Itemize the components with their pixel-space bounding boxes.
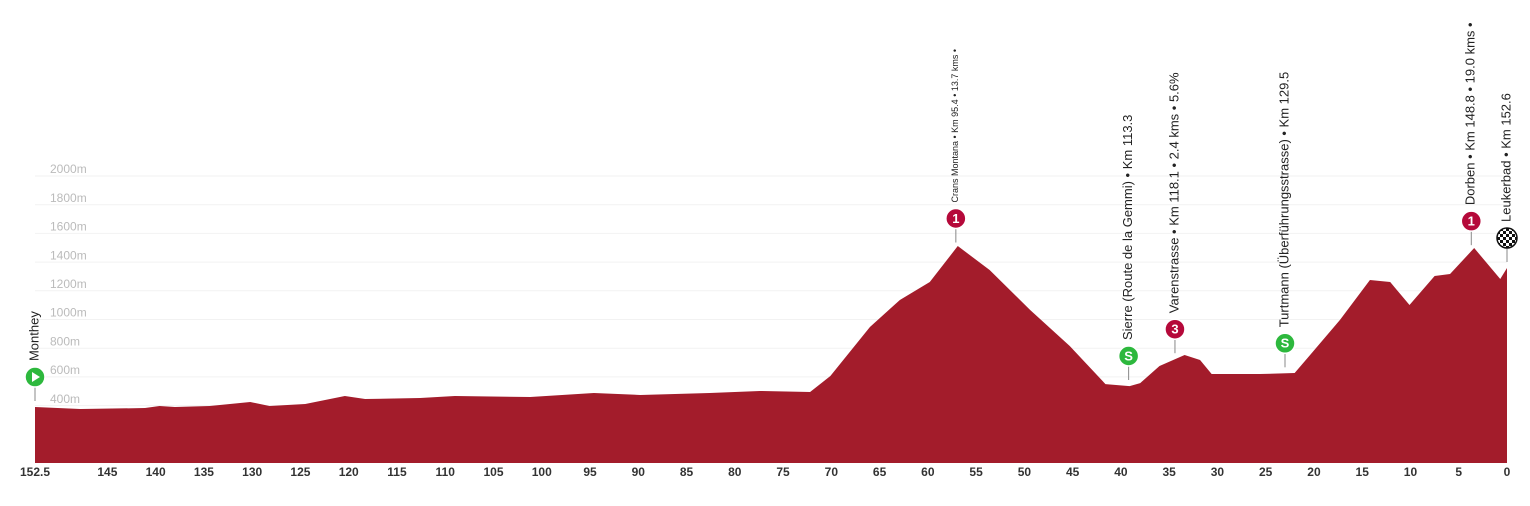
marker-icon-text: S [1281,336,1290,351]
climb-icon [1164,318,1186,340]
sprint-icon [1117,345,1140,367]
route-marker: S Turtmann (Überführungsstrasse) • Km 129… [1274,72,1296,368]
route-marker: 3 Varenstrasse • Km 118.1 • 2.4 kms • 5.6… [1164,72,1186,354]
y-tick-label: 2000m [50,162,87,176]
y-tick-label: 800m [50,334,80,348]
x-tick-label: 105 [483,465,503,479]
climb-icon [1460,210,1483,232]
marker-icon-text: 3 [1171,322,1178,337]
route-marker: 1 Dorben • Km 148.8 • 19.0 kms • [1460,22,1483,246]
x-tick-label: 50 [1018,465,1032,479]
x-tick-label: 130 [242,465,262,479]
sprint-icon [1274,332,1296,355]
marker-label: Sierre (Route de la Gemmi) • Km 113.3 [1120,115,1135,340]
x-tick-label: 85 [680,465,694,479]
start-arrow [32,372,40,383]
x-tick-label: 15 [1356,465,1370,479]
y-tick-label: 1200m [50,277,87,291]
x-tick-label: 60 [921,465,935,479]
x-tick-label: 115 [387,465,407,479]
x-tick-label: 100 [532,465,552,479]
x-tick-label: 90 [632,465,646,479]
route-marker: Monthey [24,311,46,402]
x-tick-label: 40 [1114,465,1128,479]
climb-icon [945,207,967,230]
x-tick-label: 10 [1404,465,1418,479]
x-tick-label: 145 [97,465,117,479]
marker-label: Monthey [26,311,41,361]
marker-icon-text: 1 [1468,214,1475,229]
marker-label: Crans Montana • Km 95.4 • 13.7 kms • [950,49,960,203]
marker-label: Dorben • Km 148.8 • 19.0 kms • [1463,22,1478,205]
x-tick-label: 30 [1211,465,1225,479]
y-tick-label: 1800m [50,191,87,205]
x-tick-label: 80 [728,465,742,479]
x-tick-label: 95 [583,465,597,479]
x-tick-label: 35 [1162,465,1176,479]
route-marker: Leukerbad • Km 152.6 [1496,93,1518,262]
x-tick-label: 55 [969,465,983,479]
x-tick-label: 110 [436,465,456,479]
x-tick-label: 25 [1259,465,1273,479]
x-tick-label: 0 [1504,465,1511,479]
x-tick-label: 75 [776,465,790,479]
y-tick-label: 600m [50,363,80,377]
marker-label: Varenstrasse • Km 118.1 • 2.4 kms • 5.6% [1166,72,1181,313]
marker-icon-text: S [1124,348,1133,363]
x-tick-label: 135 [194,465,214,479]
marker-label: Leukerbad • Km 152.6 [1498,93,1513,222]
x-tick-label: 125 [290,465,310,479]
x-tick-label: 70 [825,465,839,479]
x-tick-label: 45 [1066,465,1080,479]
x-tick-label: 65 [873,465,887,479]
x-tick-label: 120 [339,465,359,479]
y-tick-label: 1600m [50,220,87,234]
marker-label: Turtmann (Überführungsstrasse) • Km 129.… [1276,72,1291,328]
marker-icon-text: 1 [952,211,959,226]
elevation-area [35,246,1507,463]
finish-icon [1496,227,1518,249]
y-tick-label: 400m [50,392,80,406]
x-tick-label: 140 [146,465,166,479]
route-marker: 1 Crans Montana • Km 95.4 • 13.7 kms • [945,49,967,243]
y-tick-label: 1400m [50,248,87,262]
route-marker: S Sierre (Route de la Gemmi) • Km 113.3 [1117,115,1140,381]
y-tick-label: 1000m [50,306,87,320]
x-tick-label: 5 [1455,465,1462,479]
x-tick-label: 20 [1307,465,1321,479]
x-tick-label: 152.5 [20,465,50,479]
